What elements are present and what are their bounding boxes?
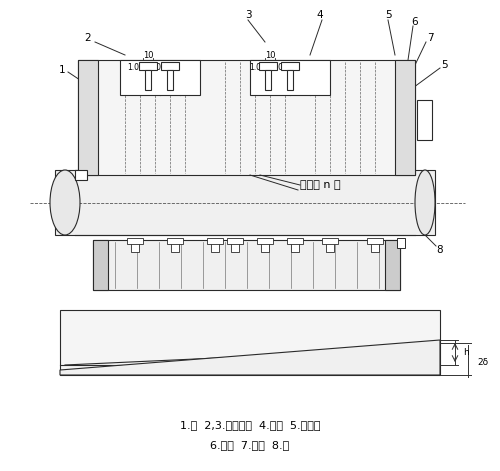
Text: 1: 1 <box>58 65 66 75</box>
Text: 5: 5 <box>440 60 448 70</box>
Bar <box>78 60 98 175</box>
Text: 10: 10 <box>143 50 153 59</box>
Ellipse shape <box>50 170 80 235</box>
Text: 2: 2 <box>84 33 91 43</box>
Bar <box>265 70 271 90</box>
Text: 1.0: 1.0 <box>127 64 139 73</box>
Text: 7: 7 <box>426 33 434 43</box>
Text: 4: 4 <box>316 10 324 20</box>
Text: 1.键  2,3.通风槽板  4.冲片  5.齿压板: 1.键 2,3.通风槽板 4.冲片 5.齿压板 <box>180 420 320 430</box>
Bar <box>211 240 219 252</box>
Bar <box>287 238 303 244</box>
Bar <box>161 62 179 70</box>
Bar <box>385 240 400 290</box>
Text: 通风槽 n 个: 通风槽 n 个 <box>300 180 341 190</box>
Bar <box>322 238 338 244</box>
Bar <box>250 60 330 95</box>
Bar <box>227 238 243 244</box>
Bar <box>93 240 108 290</box>
Bar <box>120 60 200 95</box>
Bar <box>257 238 273 244</box>
Text: 2δ: 2δ <box>477 358 488 367</box>
Bar <box>171 240 179 252</box>
Bar <box>417 100 432 140</box>
Bar <box>139 62 157 70</box>
Text: 6: 6 <box>412 17 418 27</box>
Text: h: h <box>463 348 469 357</box>
Bar <box>127 238 143 244</box>
Ellipse shape <box>415 170 435 235</box>
Bar <box>131 240 139 252</box>
Bar <box>287 70 293 90</box>
Bar <box>395 60 415 175</box>
Bar <box>207 238 223 244</box>
Text: 3: 3 <box>244 10 252 20</box>
Bar <box>93 240 400 290</box>
Text: 10: 10 <box>265 50 275 59</box>
Bar <box>231 240 239 252</box>
Text: 8: 8 <box>436 245 444 255</box>
Bar <box>397 238 405 248</box>
Bar <box>367 238 383 244</box>
Bar <box>55 170 435 235</box>
Text: 5: 5 <box>384 10 392 20</box>
Polygon shape <box>60 340 440 375</box>
Bar <box>371 240 379 252</box>
Bar <box>167 238 183 244</box>
Bar <box>326 240 334 252</box>
Bar <box>60 310 440 375</box>
Bar <box>78 60 415 175</box>
Bar <box>281 62 299 70</box>
Bar <box>291 240 299 252</box>
Text: 1.0: 1.0 <box>271 64 283 73</box>
Bar <box>259 62 277 70</box>
Bar <box>75 170 87 180</box>
Bar <box>261 240 269 252</box>
Text: 1.0: 1.0 <box>149 64 161 73</box>
Bar <box>167 70 173 90</box>
Text: 1.0: 1.0 <box>249 64 261 73</box>
Bar <box>145 70 151 90</box>
Text: 6.压圈  7.弧键  8.轴: 6.压圈 7.弧键 8.轴 <box>210 440 290 450</box>
